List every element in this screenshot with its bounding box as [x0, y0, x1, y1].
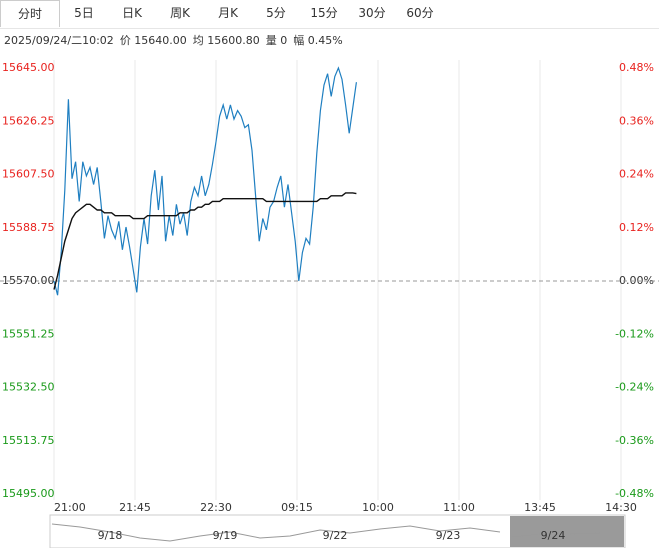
- price-line: [53, 66, 357, 296]
- y2-tick-label: 0.12%: [619, 221, 654, 234]
- info-item: 2025/09/24/二10:02: [4, 34, 114, 47]
- y-tick-label: 15626.25: [2, 114, 55, 127]
- x-tick-label: 13:45: [524, 501, 556, 514]
- x-tick-label: 22:30: [200, 501, 232, 514]
- price-line: [53, 192, 357, 290]
- y2-tick-label: -0.48%: [615, 487, 654, 500]
- navigator-label: 9/23: [436, 529, 461, 542]
- tab[interactable]: 周K: [170, 6, 190, 20]
- x-tick-label: 10:00: [362, 501, 394, 514]
- info-item: 均 15600.80: [192, 34, 260, 47]
- y2-tick-label: 0.00%: [619, 274, 654, 287]
- tab[interactable]: 5日: [74, 6, 94, 20]
- tab[interactable]: 30分: [358, 6, 386, 20]
- y-tick-label: 15588.75: [2, 221, 55, 234]
- tab[interactable]: 5分: [266, 6, 286, 20]
- navigator-window[interactable]: [510, 516, 624, 547]
- tab[interactable]: 月K: [218, 6, 238, 20]
- y-tick-label: 15495.00: [2, 487, 55, 500]
- tab[interactable]: 分时: [0, 0, 60, 27]
- tab[interactable]: 60分: [406, 6, 434, 20]
- info-item: 量 0: [265, 34, 288, 47]
- tab[interactable]: 15分: [310, 6, 338, 20]
- navigator-label: 9/22: [323, 529, 348, 542]
- x-tick-label: 14:30: [605, 501, 637, 514]
- y-tick-label: 15570.00: [2, 274, 55, 287]
- y-tick-label: 15532.50: [2, 381, 55, 394]
- tab-bar: 分时 5日 日K 周K 月K 5分 15分 30分 60分: [0, 0, 659, 29]
- x-tick-label: 21:00: [54, 501, 86, 514]
- x-tick-label: 11:00: [443, 501, 475, 514]
- x-tick-label: 21:45: [119, 501, 151, 514]
- y-tick-label: 15607.50: [2, 168, 55, 181]
- info-item: 价 15640.00: [119, 34, 187, 47]
- tab[interactable]: 日K: [122, 6, 142, 20]
- y2-tick-label: -0.12%: [615, 327, 654, 340]
- y2-tick-label: 0.24%: [619, 168, 654, 181]
- navigator: 9/18 9/19 9/22 9/23 9/24: [49, 514, 626, 548]
- navigator-line: [51, 523, 601, 542]
- y-tick-label: 15513.75: [2, 434, 55, 447]
- navigator-label: 9/19: [213, 529, 238, 542]
- navigator-label: 9/18: [98, 529, 123, 542]
- info-item: 幅 0.45%: [293, 34, 343, 47]
- x-tick-label: 09:15: [281, 501, 313, 514]
- y2-tick-label: 0.48%: [619, 61, 654, 74]
- y-tick-label: 15551.25: [2, 327, 55, 340]
- info-line: 2025/09/24/二10:02 价 15640.00 均 15600.80 量 0…: [4, 32, 343, 48]
- y2-tick-label: -0.24%: [615, 381, 654, 394]
- navigator-label: 9/24: [541, 529, 566, 542]
- y2-tick-label: -0.36%: [615, 434, 654, 447]
- y2-tick-label: 0.36%: [619, 114, 654, 127]
- y-tick-label: 15645.00: [2, 61, 55, 74]
